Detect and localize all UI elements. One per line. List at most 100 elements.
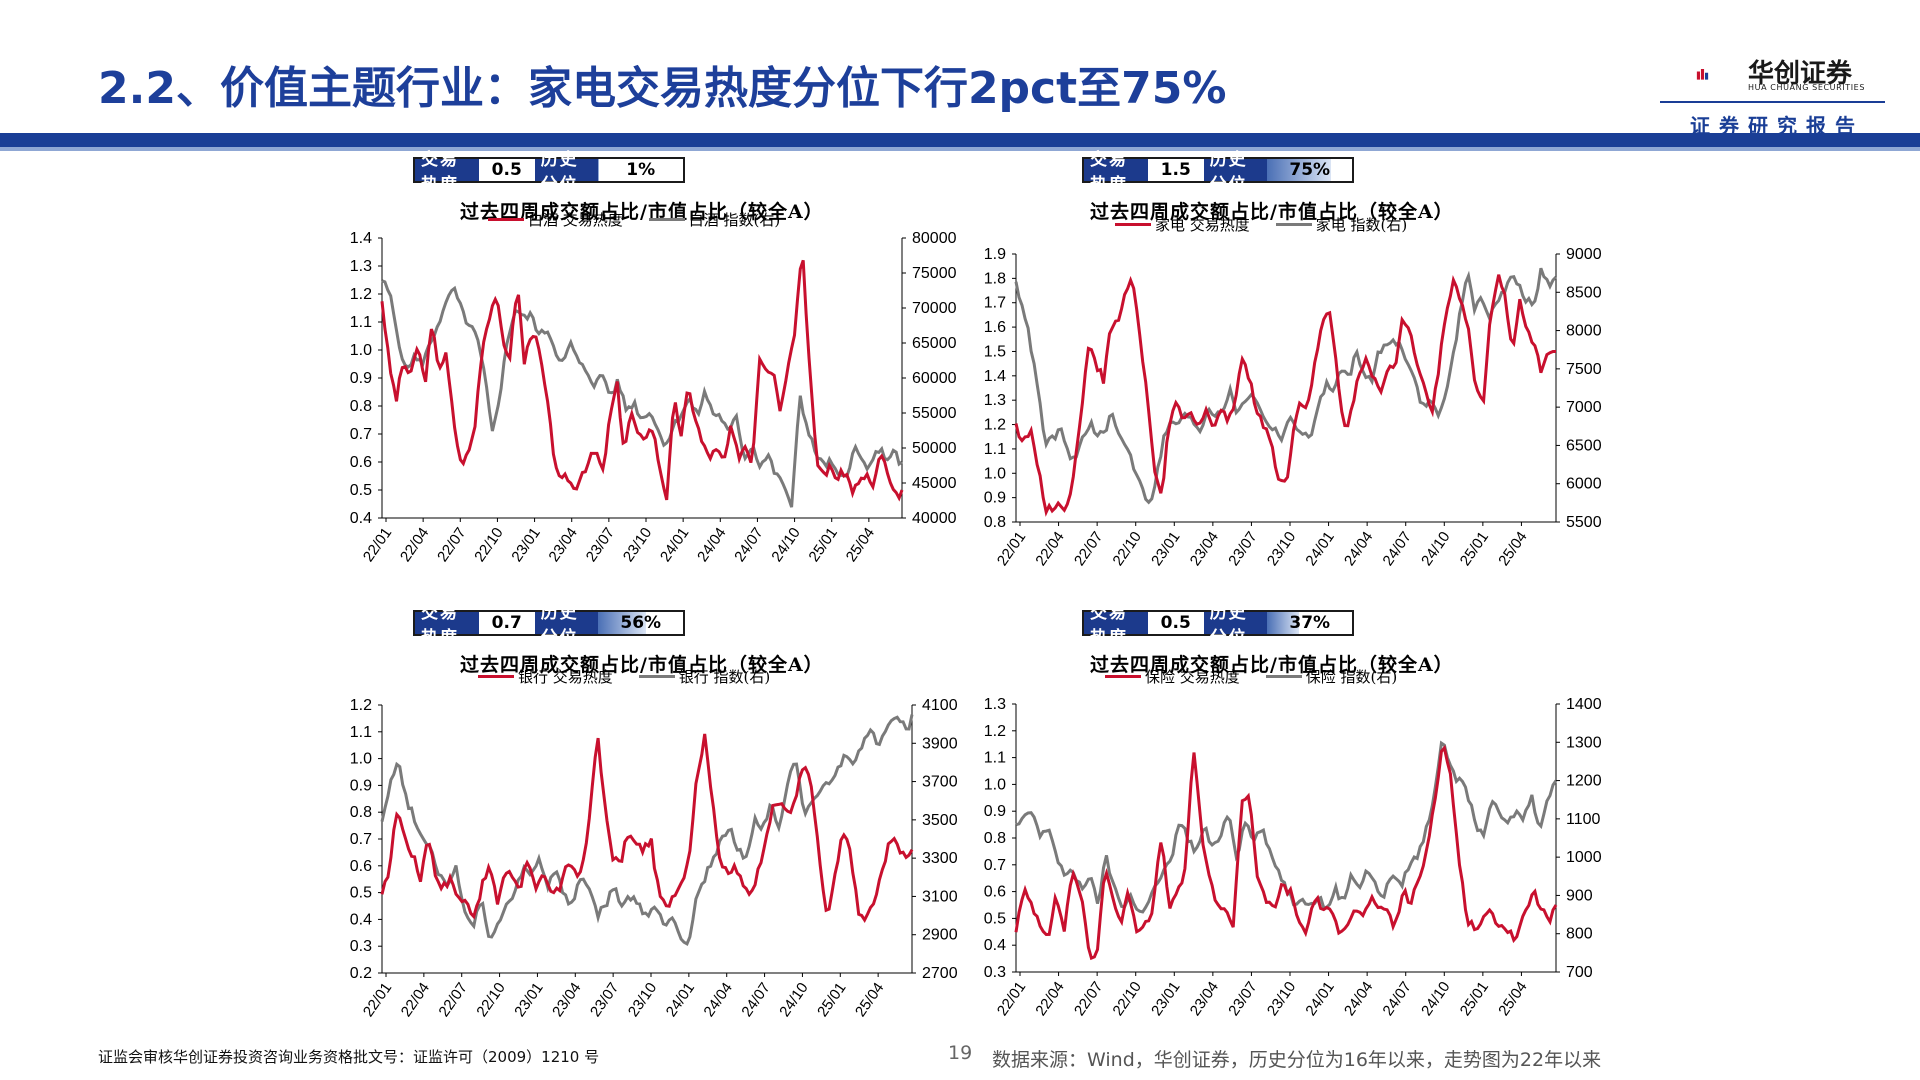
legend-swatch <box>1115 223 1151 226</box>
x-tick-label: 22/10 <box>473 980 508 1021</box>
x-tick-label: 23/04 <box>549 980 584 1021</box>
legend-swatch <box>1275 223 1312 226</box>
y-tick-label-left: 1.2 <box>350 697 372 714</box>
x-tick-label: 23/10 <box>625 980 660 1021</box>
x-tick-label: 22/07 <box>1071 529 1106 570</box>
x-tick-label: 23/07 <box>583 525 618 566</box>
x-tick-label: 25/04 <box>852 980 887 1021</box>
y-tick-label-right: 1400 <box>1566 696 1602 713</box>
y-tick-label-left: 0.4 <box>984 937 1006 954</box>
y-tick-label-left: 0.7 <box>984 857 1006 874</box>
chart-legend: 保险 交易热度 保险 指数(右) <box>1105 666 1423 687</box>
heat-value: 0.5 <box>478 159 535 181</box>
y-tick-label-left: 0.9 <box>984 490 1006 507</box>
y-tick-label-right: 55000 <box>912 405 957 422</box>
y-tick-label-left: 0.8 <box>984 514 1006 531</box>
x-tick-label: 22/04 <box>397 525 432 566</box>
percentile-bar: 37% <box>1267 612 1352 634</box>
y-tick-label-right: 60000 <box>912 370 957 387</box>
x-tick-label: 24/07 <box>738 980 773 1021</box>
x-tick-label: 25/04 <box>1495 979 1530 1020</box>
x-tick-label: 24/10 <box>1418 979 1453 1020</box>
y-tick-label-left: 0.4 <box>350 510 372 527</box>
y-tick-label-right: 700 <box>1566 964 1593 981</box>
x-tick-label: 24/01 <box>1302 979 1337 1020</box>
y-tick-label-left: 0.6 <box>350 454 372 471</box>
legend-item: 银行 指数(右) <box>638 666 770 687</box>
y-tick-label-right: 45000 <box>912 475 957 492</box>
y-tick-label-left: 0.7 <box>350 426 372 443</box>
y-tick-label-left: 1.2 <box>984 417 1006 434</box>
heat-series-line <box>380 259 904 502</box>
x-tick-label: 24/01 <box>1302 529 1337 570</box>
percentile-fill <box>598 612 646 634</box>
x-tick-label: 23/04 <box>546 525 581 566</box>
y-tick-label-left: 1.0 <box>984 776 1006 793</box>
heat-label: 交易热度 <box>415 603 479 648</box>
y-tick-label-right: 2900 <box>922 927 958 944</box>
x-tick-label: 22/07 <box>434 525 469 566</box>
x-tick-label: 23/10 <box>620 525 655 566</box>
legend-label: 家电 指数(右) <box>1315 216 1408 234</box>
x-tick-label: 23/04 <box>1187 529 1222 570</box>
legend-swatch <box>1105 675 1141 678</box>
y-tick-label-right: 3500 <box>922 812 958 829</box>
header-band <box>0 133 1920 147</box>
y-tick-label-left: 0.4 <box>350 911 372 928</box>
y-tick-label-left: 0.2 <box>350 965 372 982</box>
x-tick-label: 22/10 <box>1110 979 1145 1020</box>
legend-item: 白酒 指数(右) <box>648 209 780 230</box>
y-tick-label-right: 8500 <box>1566 284 1602 301</box>
line-chart: 0.8 0.9 1.0 1.1 1.2 1.3 1.4 1.5 1.6 1.7 1.8 1.9 5500… <box>984 246 1602 569</box>
legend-item: 家电 交易热度 <box>1115 214 1250 235</box>
x-tick-label: 23/07 <box>1225 529 1260 570</box>
y-tick-label-left: 1.0 <box>350 751 372 768</box>
legend-label: 保险 交易热度 <box>1145 668 1240 686</box>
index-series-line <box>1014 267 1558 505</box>
legend-item: 保险 指数(右) <box>1265 666 1398 687</box>
heat-series-line <box>1014 274 1556 517</box>
percentile-bar: 1% <box>598 159 683 181</box>
index-series-line <box>380 714 914 947</box>
page-title: 2.2、价值主题行业：家电交易热度分位下行2pct至75% <box>98 63 1227 114</box>
y-tick-label-right: 5500 <box>1566 514 1602 531</box>
line-chart: 0.3 0.4 0.5 0.6 0.7 0.8 0.9 1.0 1.1 1.2 1.3 700 800 9… <box>984 696 1602 1019</box>
x-tick-label: 24/04 <box>1341 979 1376 1020</box>
percentile-fill <box>598 159 600 181</box>
y-tick-label-left: 0.5 <box>350 885 372 902</box>
x-tick-label: 22/04 <box>1032 979 1067 1020</box>
logo-mark-icon <box>1696 69 1709 80</box>
y-tick-label-left: 0.8 <box>350 804 372 821</box>
x-tick-label: 24/04 <box>694 525 729 566</box>
y-tick-label-right: 70000 <box>912 300 957 317</box>
x-tick-label: 24/01 <box>657 525 692 566</box>
y-tick-label-left: 1.1 <box>984 750 1006 767</box>
heat-label: 交易热度 <box>415 150 479 195</box>
y-tick-label-left: 0.6 <box>350 858 372 875</box>
y-tick-label-right: 3900 <box>922 735 958 752</box>
legend-label: 保险 指数(右) <box>1305 668 1398 686</box>
heat-badge: 交易热度 1.5 历史分位 75% <box>1082 150 1354 195</box>
heat-series-line <box>380 733 914 924</box>
percentile-value: 56% <box>620 613 662 633</box>
y-tick-label-right: 1300 <box>1566 734 1602 751</box>
x-tick-label: 24/04 <box>701 980 736 1021</box>
logo-name: 华创证券 <box>1748 59 1853 89</box>
y-tick-label-right: 80000 <box>912 230 957 247</box>
y-tick-label-left: 1.3 <box>984 696 1006 713</box>
y-tick-label-left: 1.6 <box>984 319 1006 336</box>
chart-title: 过去四周成交额占比/市值占比（较全A） <box>460 201 824 223</box>
y-tick-label-right: 6000 <box>1566 476 1602 493</box>
page-number: 19 <box>948 1042 973 1064</box>
x-tick-label: 23/01 <box>508 525 543 566</box>
y-tick-label-right: 1200 <box>1566 773 1602 790</box>
legend-label: 白酒 交易热度 <box>528 211 623 229</box>
x-tick-label: 25/01 <box>814 980 849 1021</box>
y-tick-label-right: 3100 <box>922 888 958 905</box>
heat-badge: 交易热度 0.5 历史分位 1% <box>413 150 685 195</box>
y-tick-label-right: 50000 <box>912 440 957 457</box>
y-tick-label-right: 1100 <box>1566 811 1601 828</box>
y-tick-label-left: 0.8 <box>350 398 372 415</box>
y-tick-label-left: 1.9 <box>984 246 1006 263</box>
y-tick-label-left: 1.7 <box>984 295 1006 312</box>
